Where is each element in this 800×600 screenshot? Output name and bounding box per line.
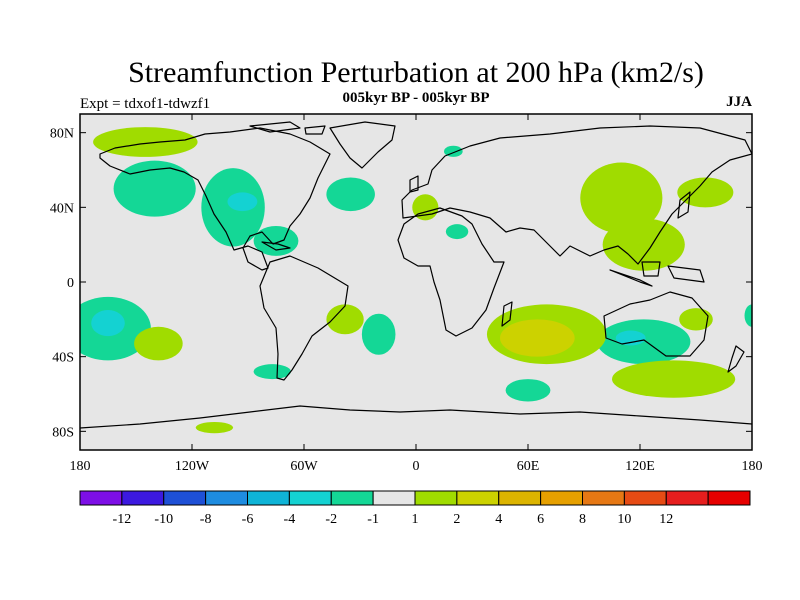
colorbar-box-9 (456, 490, 500, 506)
coastline-antarctica (80, 405, 752, 429)
map-background (80, 114, 752, 450)
colorbar-label-8: 2 (453, 512, 460, 527)
chart-title: Streamfunction Perturbation at 200 hPa (… (128, 56, 704, 89)
coastline-madagascar (501, 301, 513, 327)
colorbar-box-8 (414, 490, 458, 506)
colorbar-label-3: -6 (242, 512, 254, 527)
coastline-africa (397, 207, 505, 337)
colorbar-box-3 (205, 490, 248, 506)
colorbar-box-11 (540, 490, 583, 506)
y-tick-label-1: 40N (50, 201, 74, 216)
y-tick-label-3: 40S (52, 351, 74, 366)
anomaly-region-2 (227, 192, 258, 212)
colorbar-label-2: -8 (200, 512, 212, 527)
x-tick-label-6: 180 (742, 459, 763, 474)
colorbar: -12 -10 -8 -6 -4 -2 -1 1 2 4 6 8 10 12 (79, 490, 751, 527)
y-tick-label-2: 0 (67, 276, 74, 291)
anomaly-region-13 (744, 304, 752, 327)
y-tick-label-4: 80S (52, 425, 74, 440)
colorbar-box-12 (582, 490, 625, 506)
colorbar-label-0: -12 (113, 512, 132, 527)
coastline-north-america (99, 127, 331, 271)
coastline-new-zealand (727, 345, 745, 373)
colorbar-box-6 (330, 490, 374, 506)
coastline-arctic-islands (249, 121, 326, 135)
x-tick-label-0: 180 (70, 459, 91, 474)
anomaly-region-15 (93, 127, 198, 157)
anomaly-region-7 (361, 313, 396, 355)
coastline-australia (603, 291, 709, 357)
coastline-greenland (329, 121, 396, 169)
colorbar-label-10: 6 (537, 512, 544, 527)
colorbar-label-13: 12 (659, 512, 673, 527)
coastline-british-isles (409, 175, 419, 193)
colorbar-box-10 (498, 490, 542, 506)
anomaly-region-6 (91, 310, 125, 337)
coastline-indonesia (609, 261, 705, 287)
coastline-japan (677, 191, 691, 219)
colorbar-box-4 (247, 490, 290, 506)
colorbar-box-5 (288, 490, 332, 506)
colorbar-box-2 (163, 490, 207, 506)
x-tick-label-4: 60E (517, 459, 540, 474)
colorbar-label-1: -10 (154, 512, 173, 527)
y-axis: 80N 40N 0 40S 80S (50, 127, 752, 440)
colorbar-label-12: 10 (617, 512, 631, 527)
coastline-eurasia (401, 125, 752, 265)
anomaly-region-22 (134, 326, 183, 361)
x-tick-label-2: 60W (290, 459, 318, 474)
anomaly-region-9 (445, 224, 469, 240)
colorbar-box-13 (623, 490, 667, 506)
colorbar-box-15 (707, 490, 751, 506)
anomaly-layer (80, 127, 752, 434)
colorbar-label-11: 8 (579, 512, 586, 527)
anomaly-region-17 (499, 319, 575, 357)
anomaly-region-18 (580, 162, 663, 234)
anomaly-region-23 (326, 304, 364, 335)
anomaly-region-4 (326, 177, 375, 212)
anomaly-region-10 (253, 364, 291, 380)
coastline-south-america (259, 255, 349, 381)
colorbar-box-1 (121, 490, 165, 506)
anomaly-region-24 (195, 422, 234, 434)
y-tick-label-0: 80N (50, 127, 74, 142)
anomaly-region-20 (677, 177, 734, 208)
coastline-caribbean (261, 241, 291, 251)
anomaly-region-12 (597, 319, 691, 365)
colorbar-label-9: 4 (495, 512, 502, 527)
anomaly-region-25 (612, 360, 736, 398)
anomaly-region-26 (679, 308, 713, 331)
colorbar-label-7: 1 (412, 512, 419, 527)
colorbar-label-5: -2 (325, 512, 337, 527)
x-tick-label-1: 120W (175, 459, 210, 474)
coastline-layer (80, 121, 752, 429)
colorbar-box-0 (79, 490, 123, 506)
anomaly-region-8 (505, 379, 551, 402)
chart-subtitle-left: Expt = tdxof1-tdwzf1 (80, 96, 210, 112)
anomaly-region-0 (113, 160, 196, 217)
colorbar-box-14 (665, 490, 709, 506)
chart-subtitle-center: 005kyr BP - 005kyr BP (343, 90, 490, 106)
x-tick-label-3: 0 (413, 459, 420, 474)
chart-subtitle-right: JJA (726, 94, 752, 110)
x-tick-label-5: 120E (625, 459, 655, 474)
anomaly-region-14 (615, 330, 646, 346)
colorbar-box-7 (372, 490, 416, 506)
colorbar-label-6: -1 (367, 512, 379, 527)
anomaly-region-19 (602, 218, 685, 271)
x-axis: 180 120W 60W 0 60E 120E 180 (70, 114, 763, 474)
colorbar-label-4: -4 (284, 512, 296, 527)
